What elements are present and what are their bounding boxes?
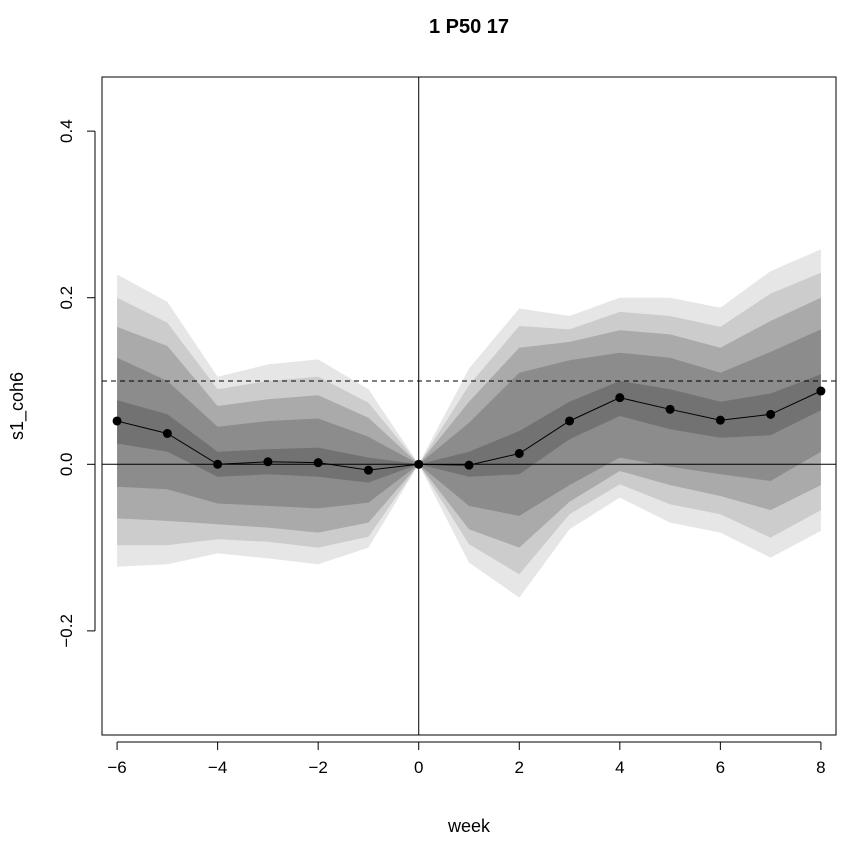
x-tick-label: 8 (816, 758, 825, 777)
data-point (816, 386, 826, 396)
data-point (112, 416, 122, 426)
fan-band-5 (117, 374, 821, 483)
data-series (112, 386, 826, 475)
x-axis-label: week (447, 816, 491, 836)
data-point (213, 459, 223, 469)
data-point (766, 409, 776, 419)
x-tick-label: −6 (107, 758, 126, 777)
chart-title: 1 P50 17 (429, 16, 509, 38)
data-point (263, 457, 273, 467)
data-point (464, 460, 474, 470)
x-tick-label: 2 (515, 758, 524, 777)
y-tick-label: 0.4 (57, 119, 76, 143)
x-tick-label: 4 (615, 758, 624, 777)
data-point (715, 415, 725, 425)
y-tick-label: 0.0 (57, 452, 76, 476)
x-tick-label: 0 (414, 758, 423, 777)
data-point (665, 404, 675, 414)
data-point (565, 416, 575, 426)
plot-frame (101, 76, 837, 736)
x-axis: −6 −4 −2 0 2 4 6 8 (107, 741, 826, 777)
x-tick-label: 6 (716, 758, 725, 777)
x-tick-label: −4 (208, 758, 227, 777)
data-point (363, 465, 373, 475)
y-tick-label: 0.2 (57, 286, 76, 310)
x-tick-label: −2 (308, 758, 327, 777)
y-axis: −0.2 0.0 0.2 0.4 (57, 119, 96, 648)
y-tick-label: −0.2 (57, 614, 76, 648)
y-axis-label: s1_coh6 (7, 372, 28, 440)
data-point (414, 459, 424, 469)
data-point (615, 393, 625, 403)
data-point (514, 448, 524, 458)
fan-bands (117, 249, 821, 598)
data-point (162, 428, 172, 438)
data-point (313, 458, 323, 468)
